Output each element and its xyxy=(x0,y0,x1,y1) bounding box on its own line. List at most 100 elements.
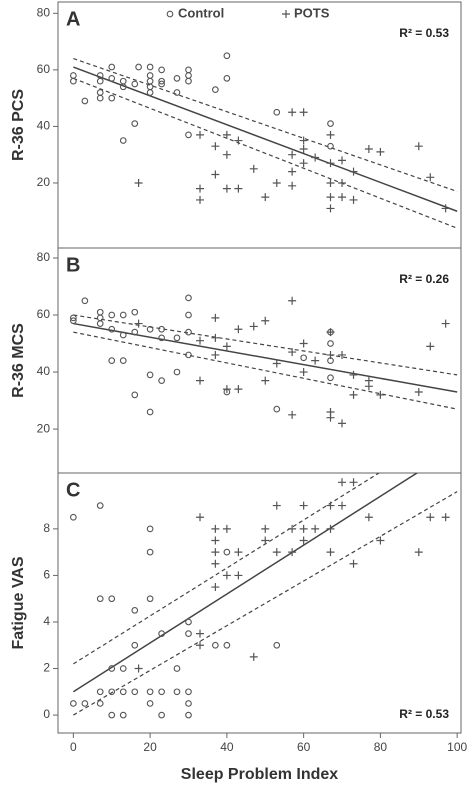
control-point xyxy=(223,74,231,82)
control-point xyxy=(131,328,139,336)
pots-point xyxy=(222,524,231,533)
y-tick-label: 80 xyxy=(37,5,51,19)
control-point xyxy=(327,142,334,150)
control-point xyxy=(96,688,104,696)
y-axis-label: R-36 MCS xyxy=(10,323,27,398)
x-tick-label: 60 xyxy=(297,740,311,754)
pots-point xyxy=(376,536,385,545)
pots-point xyxy=(234,548,243,557)
pots-point xyxy=(234,184,243,193)
pots-point xyxy=(249,164,258,173)
r-squared: R² = 0.26 xyxy=(399,272,449,286)
x-tick-label: 40 xyxy=(220,740,234,754)
pots-point xyxy=(134,664,143,673)
control-point xyxy=(223,52,231,60)
pots-point xyxy=(134,178,143,187)
pots-point xyxy=(299,159,308,168)
panel: 20 40 60 80 R-36 PCS A R² = 0.53 Control POTS xyxy=(10,1,462,249)
control-point xyxy=(158,377,165,384)
control-point xyxy=(185,72,192,79)
control-point xyxy=(96,320,104,327)
control-point xyxy=(185,294,192,302)
control-point xyxy=(185,630,192,637)
control-point xyxy=(223,641,231,649)
control-point xyxy=(70,317,77,325)
pots-point xyxy=(261,376,270,385)
r-squared: R² = 0.53 xyxy=(399,707,449,721)
control-point xyxy=(135,63,142,71)
control-point xyxy=(273,108,281,116)
pots-point xyxy=(326,501,335,510)
pots-point xyxy=(211,583,220,592)
panel-letter: A xyxy=(66,8,80,30)
legend-symbol xyxy=(282,10,290,18)
pots-point xyxy=(288,150,297,159)
control-point xyxy=(146,408,154,416)
pots-point xyxy=(311,153,320,162)
control-point xyxy=(119,311,127,319)
control-point xyxy=(146,700,154,707)
pots-point xyxy=(326,328,335,337)
pots-point xyxy=(234,136,243,145)
pots-point xyxy=(299,501,308,510)
pots-point xyxy=(299,136,308,145)
control-point xyxy=(96,314,104,322)
pots-point xyxy=(364,513,373,522)
control-point xyxy=(119,711,127,719)
control-point xyxy=(146,525,154,533)
control-point xyxy=(327,340,334,347)
pots-point xyxy=(349,167,358,176)
control-point xyxy=(185,77,192,85)
pots-point xyxy=(196,629,205,638)
pots-point xyxy=(338,501,347,510)
pots-point xyxy=(272,548,281,557)
regression-line xyxy=(72,473,419,693)
y-tick-label: 6 xyxy=(43,568,50,582)
control-point xyxy=(131,391,139,399)
pots-point xyxy=(222,184,231,193)
pots-point xyxy=(211,142,220,151)
ci-upper-line xyxy=(73,57,458,193)
pots-point xyxy=(211,333,220,342)
control-point xyxy=(119,357,127,364)
pots-point xyxy=(299,536,308,545)
pots-point xyxy=(211,313,220,322)
control-point xyxy=(212,641,219,649)
panel-letter: C xyxy=(66,479,80,501)
pots-point xyxy=(211,170,220,179)
control-point xyxy=(108,63,116,71)
pots-point xyxy=(326,178,335,187)
control-point xyxy=(158,630,165,637)
ci-lower-line xyxy=(73,77,458,229)
pots-point xyxy=(338,193,347,202)
control-point xyxy=(173,688,181,696)
control-point xyxy=(96,595,104,603)
pots-point xyxy=(196,376,205,385)
control-point xyxy=(131,641,139,649)
regression-line xyxy=(73,66,458,212)
control-point xyxy=(96,94,104,102)
control-point xyxy=(185,618,192,626)
pots-point xyxy=(299,368,308,377)
pots-point xyxy=(261,524,270,533)
control-point xyxy=(273,641,281,649)
x-tick-label: 20 xyxy=(143,740,157,754)
control-point xyxy=(119,331,127,339)
control-point xyxy=(108,357,116,364)
control-point xyxy=(185,688,192,696)
control-point xyxy=(158,66,165,74)
control-point xyxy=(96,308,104,316)
pots-point xyxy=(196,195,205,204)
pots-point xyxy=(414,142,423,151)
control-point xyxy=(119,77,127,85)
y-tick-label: 2 xyxy=(43,661,50,675)
pots-point xyxy=(311,524,320,533)
control-point xyxy=(327,120,334,127)
pots-point xyxy=(441,204,450,213)
control-point xyxy=(108,325,116,333)
control-point xyxy=(119,137,127,144)
control-point xyxy=(158,80,165,88)
control-point xyxy=(70,72,77,79)
control-point xyxy=(300,354,307,362)
control-point xyxy=(185,131,192,139)
